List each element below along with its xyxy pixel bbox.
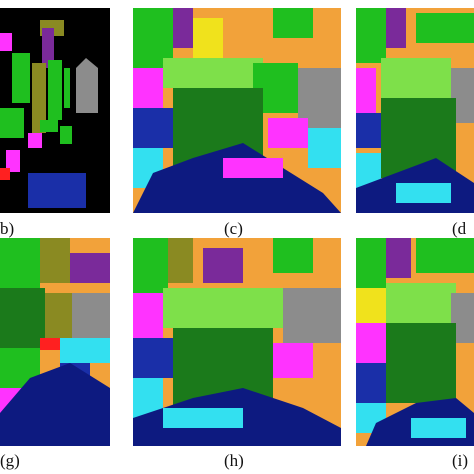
caption-b: b) (0, 219, 15, 238)
caption-d: (d (452, 219, 467, 238)
caption-h: (h) (224, 451, 244, 470)
panel-g-image (0, 238, 110, 446)
panel-i-image (356, 238, 474, 446)
caption-i: (i) (452, 451, 469, 470)
panel-h-image (133, 238, 341, 446)
panel-b-image (0, 8, 110, 213)
caption-c: (c) (224, 219, 243, 238)
caption-g: (g) (0, 451, 20, 470)
panel-c-image (133, 8, 341, 213)
panel-d-image (356, 8, 474, 213)
